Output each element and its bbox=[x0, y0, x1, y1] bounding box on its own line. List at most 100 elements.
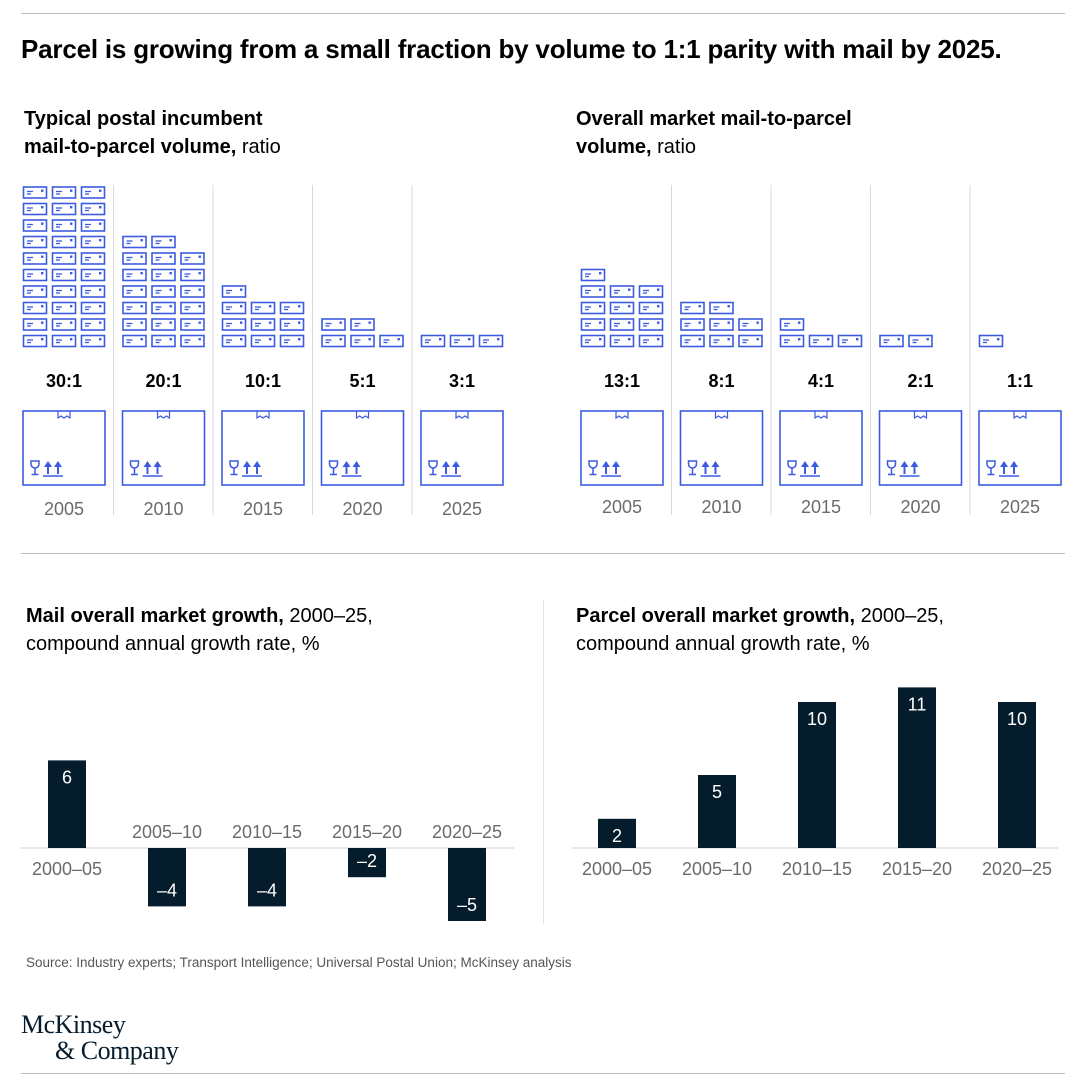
bar bbox=[698, 775, 736, 848]
envelope-icon bbox=[738, 334, 763, 348]
envelope-icon bbox=[151, 334, 176, 348]
envelope-icon bbox=[321, 318, 346, 331]
parcel-box-icon bbox=[320, 410, 405, 486]
envelope-icon bbox=[709, 318, 734, 331]
bar bbox=[998, 702, 1036, 848]
envelope-icon bbox=[122, 285, 147, 298]
envelope-icon bbox=[580, 334, 606, 348]
mail-growth-bar-chart: 6 2000–05 –4 2005–10 –4 2010–15 –2 2015–20 –5 202… bbox=[21, 760, 514, 921]
envelope-icon bbox=[580, 301, 606, 315]
parcel-box-icon bbox=[779, 410, 863, 486]
bar-value-label: –4 bbox=[257, 880, 277, 900]
bar bbox=[448, 848, 486, 921]
envelope-icon bbox=[221, 334, 247, 348]
category-label: 2015–20 bbox=[332, 822, 402, 842]
envelope-icon bbox=[80, 334, 106, 348]
envelope-icon bbox=[180, 268, 205, 282]
envelope-icon bbox=[51, 235, 77, 249]
parcel-box-icon bbox=[878, 410, 963, 486]
envelope-icon bbox=[449, 334, 475, 348]
envelope-icon bbox=[478, 334, 504, 348]
year-label: 2005 bbox=[44, 499, 84, 519]
envelope-icon bbox=[250, 334, 276, 348]
parcel-box-icon bbox=[221, 410, 305, 486]
envelope-icon bbox=[180, 318, 205, 331]
envelope-icon bbox=[122, 235, 147, 249]
envelope-icon bbox=[738, 318, 763, 331]
parcel-box-icon bbox=[978, 410, 1062, 486]
year-label: 2005 bbox=[602, 497, 642, 517]
mckinsey-logo: McKinsey & Company bbox=[21, 1010, 179, 1065]
parcel-growth-panel-title: Parcel overall market growth, 2000–25, c… bbox=[576, 602, 944, 658]
source-note: Source: Industry experts; Transport Inte… bbox=[26, 955, 572, 970]
envelope-icon bbox=[80, 202, 106, 216]
parcel-box-icon bbox=[580, 410, 664, 486]
year-label: 2020 bbox=[342, 499, 382, 519]
envelope-icon bbox=[22, 235, 48, 249]
ratio-label: 2:1 bbox=[907, 371, 933, 391]
envelope-icon bbox=[350, 318, 375, 331]
envelope-icon bbox=[80, 252, 106, 265]
bar bbox=[148, 848, 186, 907]
parcel-growth-bar-chart: 2 2000–05 5 2005–10 10 2010–15 11 2015–20 10 2020… bbox=[572, 687, 1058, 879]
envelope-icon bbox=[350, 334, 375, 348]
incumbent-title-bold-1: Typical postal incumbent bbox=[24, 108, 263, 130]
envelope-icon bbox=[420, 334, 446, 348]
bottom-vertical-divider bbox=[543, 600, 544, 924]
envelope-icon bbox=[151, 285, 176, 298]
envelope-icon bbox=[680, 318, 705, 331]
envelope-icon bbox=[80, 235, 106, 249]
ratio-label: 4:1 bbox=[808, 371, 834, 391]
parcel-box-icon bbox=[121, 410, 206, 486]
mail-growth-panel-title: Mail overall market growth, 2000–25, com… bbox=[26, 602, 373, 658]
envelope-icon bbox=[22, 334, 48, 348]
envelope-icon bbox=[638, 318, 664, 331]
bar-value-label: –2 bbox=[357, 851, 377, 871]
market-title-bold-2: volume, bbox=[576, 136, 652, 158]
bar-value-label: 10 bbox=[807, 709, 827, 729]
envelope-icon bbox=[180, 252, 205, 265]
envelope-icon bbox=[80, 219, 106, 232]
bar-value-label: 10 bbox=[1007, 709, 1027, 729]
mail-growth-title-regular-1: 2000–25, bbox=[283, 605, 373, 627]
envelope-icon bbox=[609, 318, 635, 331]
mail-growth-title-bold: Mail overall market growth, bbox=[26, 605, 284, 627]
year-label: 2025 bbox=[442, 499, 482, 519]
ratio-label: 30:1 bbox=[46, 371, 82, 391]
bar-value-label: 2 bbox=[612, 826, 622, 846]
ratio-label: 3:1 bbox=[449, 371, 475, 391]
market-pictogram-chart: 13:1 2005 8:1 2010 4:1 2015 2:1 2020 1:1 2025 bbox=[580, 185, 1062, 517]
logo-line-2: & Company bbox=[55, 1036, 179, 1065]
envelope-icon bbox=[609, 334, 635, 348]
envelope-icon bbox=[51, 252, 77, 265]
envelope-icon bbox=[51, 334, 77, 348]
envelope-icon bbox=[221, 285, 247, 298]
envelope-icon bbox=[609, 285, 635, 298]
category-label: 2000–05 bbox=[32, 859, 102, 879]
envelope-icon bbox=[51, 202, 77, 216]
envelope-icon bbox=[609, 301, 635, 315]
envelope-icon bbox=[638, 301, 664, 315]
envelope-icon bbox=[51, 318, 77, 331]
envelope-icon bbox=[22, 268, 48, 282]
envelope-icon bbox=[978, 334, 1004, 348]
bar bbox=[48, 760, 86, 848]
envelope-icon bbox=[80, 186, 106, 199]
parcel-box-icon bbox=[420, 410, 504, 486]
ratio-label: 20:1 bbox=[145, 371, 181, 391]
category-label: 2005–10 bbox=[682, 859, 752, 879]
envelope-icon bbox=[122, 334, 147, 348]
envelope-icon bbox=[22, 252, 48, 265]
logo-line-1: McKinsey bbox=[21, 1010, 126, 1039]
envelope-icon bbox=[180, 334, 205, 348]
envelope-icon bbox=[879, 334, 904, 348]
envelope-icon bbox=[250, 301, 276, 315]
bottom-rule bbox=[21, 1073, 1065, 1074]
year-label: 2020 bbox=[900, 497, 940, 517]
category-label: 2000–05 bbox=[582, 859, 652, 879]
market-title-regular: ratio bbox=[651, 136, 697, 158]
envelope-icon bbox=[51, 186, 77, 199]
ratio-label: 1:1 bbox=[1007, 371, 1033, 391]
bar bbox=[348, 848, 386, 878]
category-label: 2010–15 bbox=[782, 859, 852, 879]
